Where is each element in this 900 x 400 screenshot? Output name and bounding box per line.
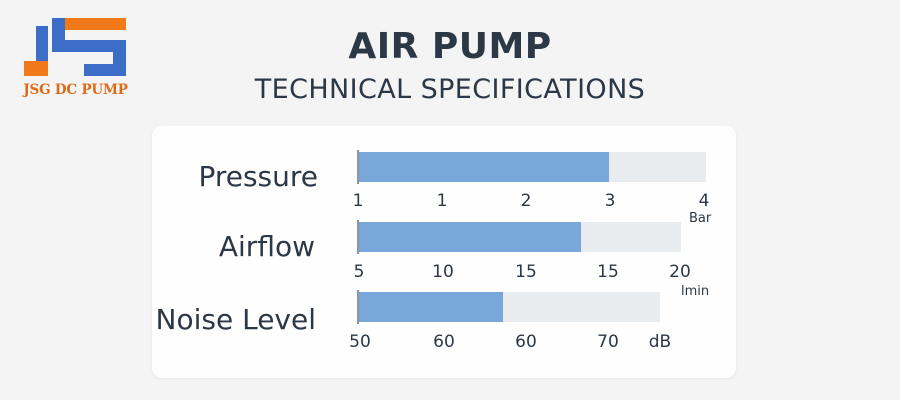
tick-label: 10 — [432, 262, 454, 282]
spec-chart-card: Pressure 1 1 2 3 4 Bar Airflow 5 10 15 1… — [152, 126, 736, 378]
bar-airflow — [359, 222, 582, 252]
tick-label: 4 — [698, 191, 710, 211]
bar-pressure — [359, 152, 609, 182]
brand-logo: JSG DC PUMP — [18, 16, 133, 104]
tick-label: dB — [648, 332, 672, 352]
tick-label: 1 — [436, 191, 448, 211]
tick-label: 60 — [515, 332, 537, 352]
tick-label: 15 — [515, 262, 537, 282]
bar-track-airflow — [359, 222, 681, 252]
tick-label: 5 — [353, 262, 365, 282]
page-title: AIR PUMP — [348, 26, 552, 67]
metric-label-noise-level: Noise Level — [155, 303, 316, 336]
axis-line-airflow — [357, 220, 359, 254]
tick-label: 50 — [349, 332, 371, 352]
tick-label: 70 — [597, 332, 619, 352]
brand-name: JSG DC PUMP — [23, 82, 128, 98]
bar-track-pressure — [359, 152, 706, 182]
unit-label-pressure: Bar — [689, 211, 712, 226]
tick-label: 15 — [597, 262, 619, 282]
tick-label: 60 — [433, 332, 455, 352]
tick-label: 20 — [669, 262, 691, 282]
axis-line-noise-level — [357, 290, 359, 324]
metric-label-pressure: Pressure — [198, 160, 318, 193]
bar-track-noise-level — [359, 292, 660, 322]
metric-label-airflow: Airflow — [218, 230, 315, 263]
axis-line-pressure — [357, 150, 359, 184]
tick-label: 3 — [604, 191, 616, 211]
page-subtitle: TECHNICAL SPECIFICATIONS — [254, 74, 646, 105]
jsg-logo-icon — [24, 18, 126, 76]
tick-label: 1 — [352, 191, 364, 211]
bar-noise-level — [359, 292, 504, 322]
unit-label-airflow: lmin — [681, 284, 710, 299]
tick-label: 2 — [520, 191, 532, 211]
